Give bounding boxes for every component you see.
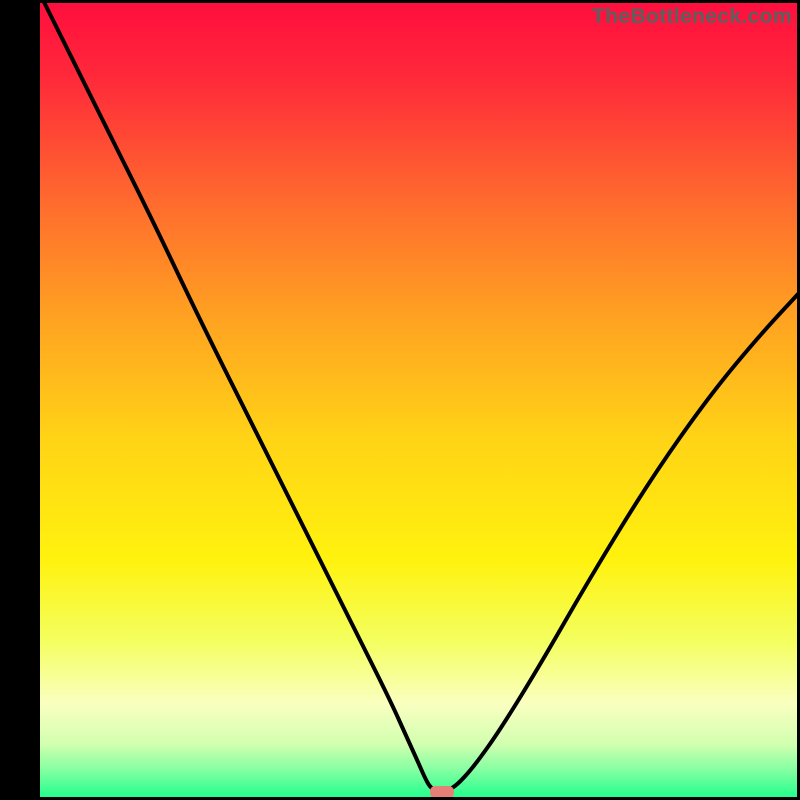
- chart-svg: [0, 0, 800, 800]
- trough-marker: [430, 786, 454, 798]
- attribution-text: TheBottleneck.com: [592, 4, 792, 29]
- chart-container: TheBottleneck.com: [0, 0, 800, 800]
- chart-background: [0, 0, 800, 800]
- left-band: [0, 0, 40, 800]
